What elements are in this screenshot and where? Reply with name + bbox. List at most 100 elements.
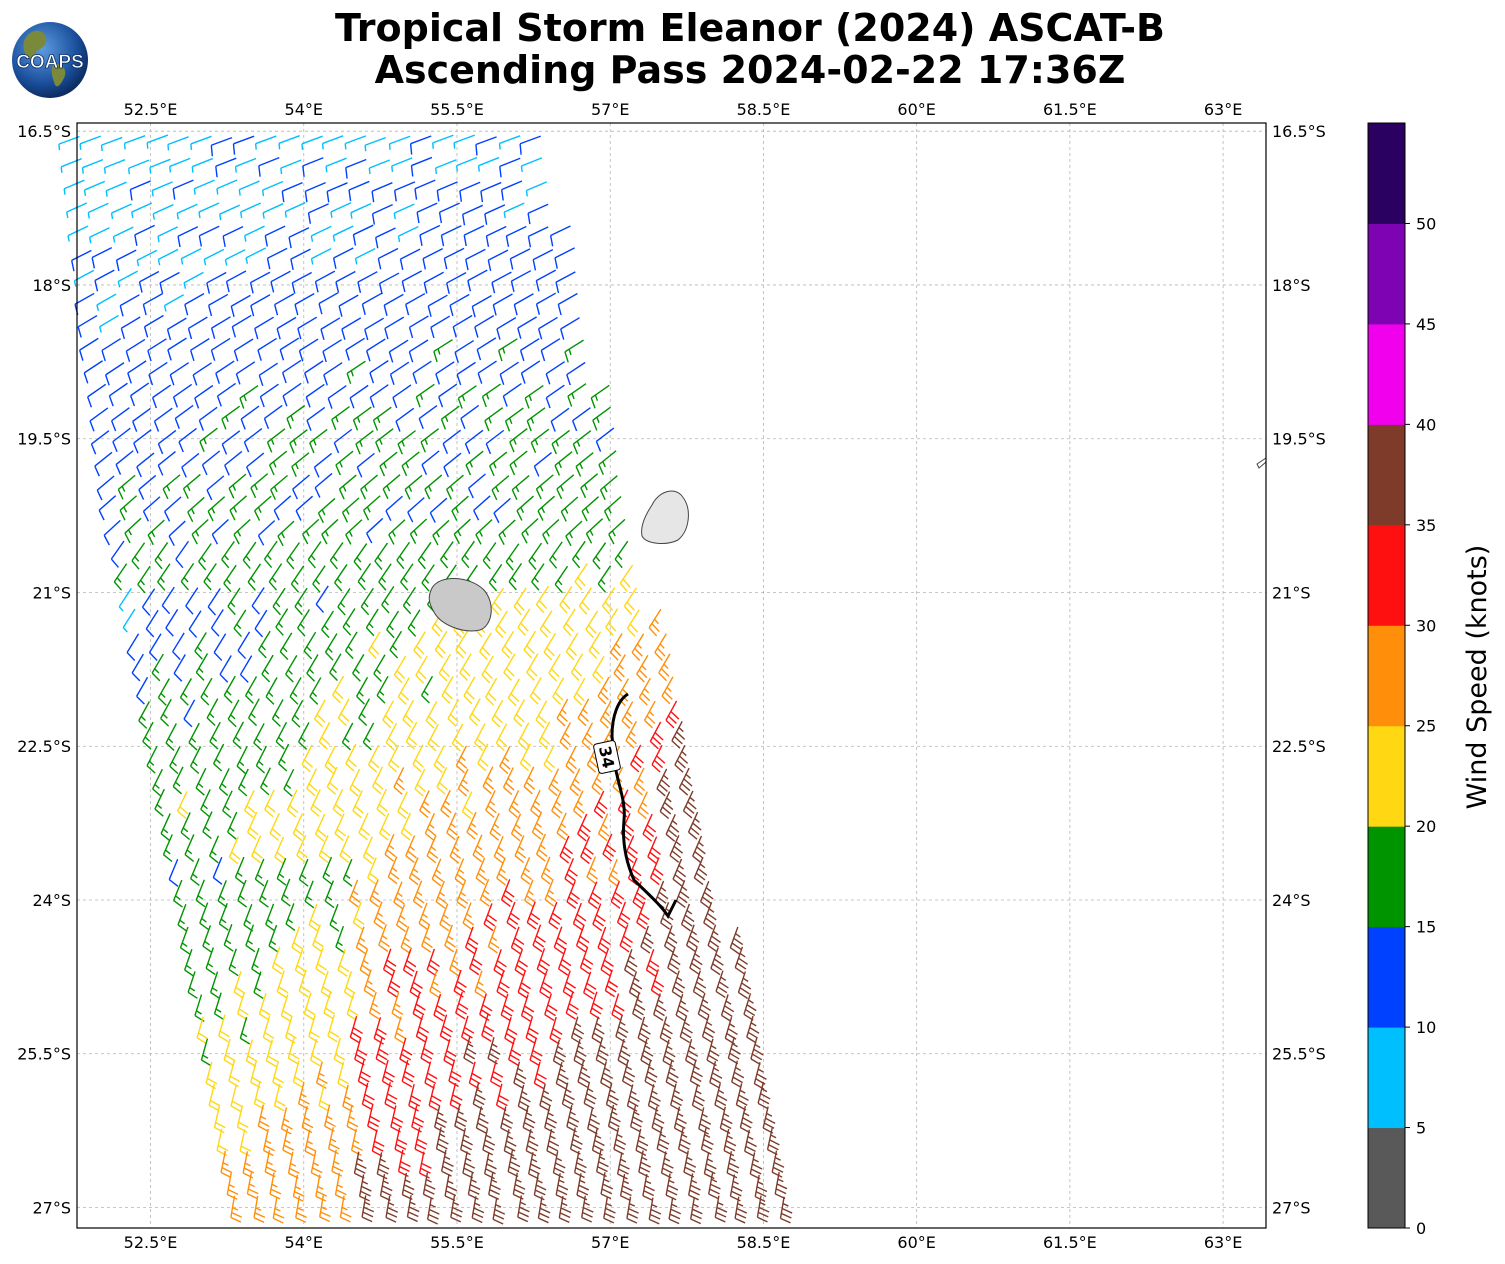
wind-barb bbox=[117, 270, 138, 288]
wind-barb bbox=[510, 270, 532, 292]
wind-barb bbox=[477, 156, 500, 172]
wind-barb bbox=[378, 563, 392, 591]
wind-barb bbox=[491, 475, 510, 501]
wind-barb bbox=[587, 1107, 601, 1135]
wind-barb bbox=[737, 971, 752, 1000]
wind-barb bbox=[127, 159, 150, 175]
wind-barb bbox=[368, 991, 381, 1020]
wind-barb bbox=[510, 813, 523, 842]
lon-tick-label-top: 54°E bbox=[285, 100, 323, 119]
wind-barb bbox=[533, 451, 552, 477]
wind-barb bbox=[157, 563, 171, 591]
wind-barb bbox=[367, 857, 379, 886]
wind-barb bbox=[253, 1195, 266, 1223]
wind-barb bbox=[564, 858, 578, 886]
wind-barb bbox=[138, 474, 157, 500]
wind-barb bbox=[462, 902, 475, 931]
wind-barb bbox=[500, 879, 515, 907]
wind-barb bbox=[483, 903, 497, 932]
wind-barb bbox=[626, 1196, 639, 1224]
wind-barb bbox=[477, 743, 489, 772]
wind-barb bbox=[182, 473, 201, 499]
wind-barb bbox=[352, 790, 364, 819]
wind-barb bbox=[658, 653, 671, 682]
wind-barb bbox=[503, 653, 516, 681]
wind-barb bbox=[96, 475, 115, 501]
wind-barb bbox=[266, 428, 286, 453]
wind-barb bbox=[138, 270, 160, 293]
wind-barb bbox=[513, 699, 526, 727]
wind-barb bbox=[178, 427, 197, 453]
wind-barb bbox=[566, 1105, 580, 1133]
wind-barb bbox=[394, 1127, 408, 1155]
wind-barb bbox=[433, 993, 447, 1022]
wind-barb bbox=[200, 1038, 212, 1067]
wind-barb bbox=[603, 495, 622, 522]
wind-barb bbox=[449, 948, 461, 977]
wind-barb bbox=[526, 407, 546, 432]
colorbar-segment bbox=[1368, 926, 1405, 1028]
wind-barb bbox=[360, 587, 374, 616]
wind-barb bbox=[250, 473, 269, 499]
wind-barb bbox=[246, 811, 259, 840]
wind-barb bbox=[174, 404, 194, 429]
wind-barb bbox=[223, 675, 236, 704]
wind-barb bbox=[308, 1015, 321, 1043]
wind-barb bbox=[315, 1061, 328, 1089]
wind-barb bbox=[599, 475, 618, 501]
wind-barb bbox=[313, 452, 333, 478]
wind-barb bbox=[419, 224, 441, 246]
wind-barb bbox=[376, 788, 388, 817]
wind-barb bbox=[608, 518, 626, 545]
wind-barb bbox=[110, 540, 125, 568]
wind-barb bbox=[599, 700, 612, 729]
wind-barb bbox=[463, 676, 476, 705]
wind-barb bbox=[662, 1039, 676, 1068]
wind-barb bbox=[286, 789, 299, 818]
wind-barb bbox=[291, 700, 304, 728]
wind-barb bbox=[560, 317, 580, 340]
colorbar-tick-label: 10 bbox=[1416, 1018, 1436, 1037]
wind-barb bbox=[254, 316, 274, 340]
wind-barb bbox=[199, 902, 210, 931]
wind-barb bbox=[685, 1038, 699, 1067]
wind-barb bbox=[342, 608, 356, 636]
wind-barb bbox=[482, 542, 497, 570]
wind-barb bbox=[275, 721, 288, 750]
wind-barb bbox=[332, 225, 354, 242]
wind-barb bbox=[605, 608, 619, 636]
wind-barb bbox=[251, 835, 263, 864]
wind-barb bbox=[217, 880, 228, 908]
wind-barb bbox=[665, 700, 680, 729]
wind-barb bbox=[272, 1196, 285, 1224]
wind-barb bbox=[496, 857, 508, 886]
wind-barb bbox=[438, 383, 458, 408]
wind-barb bbox=[426, 1197, 440, 1225]
wind-barb bbox=[230, 294, 251, 318]
wind-barb bbox=[418, 1151, 432, 1179]
wind-barb bbox=[352, 224, 374, 246]
wind-barb bbox=[362, 722, 375, 751]
wind-barb bbox=[295, 1195, 307, 1223]
wind-barb bbox=[292, 474, 310, 500]
wind-barb bbox=[264, 789, 276, 818]
wind-barb bbox=[495, 1083, 509, 1112]
wind-barb bbox=[322, 856, 333, 885]
wind-barb bbox=[455, 156, 478, 172]
wind-barb bbox=[393, 181, 416, 202]
wind-barb bbox=[187, 971, 198, 999]
wind-barb bbox=[739, 1105, 753, 1134]
wind-barb bbox=[701, 1015, 716, 1043]
wind-barb bbox=[303, 631, 317, 660]
wind-barb bbox=[152, 768, 163, 797]
wind-barb bbox=[161, 586, 175, 615]
lon-tick-label-top: 57°E bbox=[591, 100, 629, 119]
wind-barb bbox=[637, 1016, 651, 1045]
wind-barb bbox=[193, 179, 215, 195]
wind-barb bbox=[577, 698, 590, 727]
wind-barb bbox=[710, 947, 724, 976]
wind-barb bbox=[258, 362, 279, 386]
wind-barb bbox=[471, 295, 492, 318]
colorbar-segment bbox=[1368, 123, 1405, 224]
wind-barb bbox=[565, 632, 579, 661]
